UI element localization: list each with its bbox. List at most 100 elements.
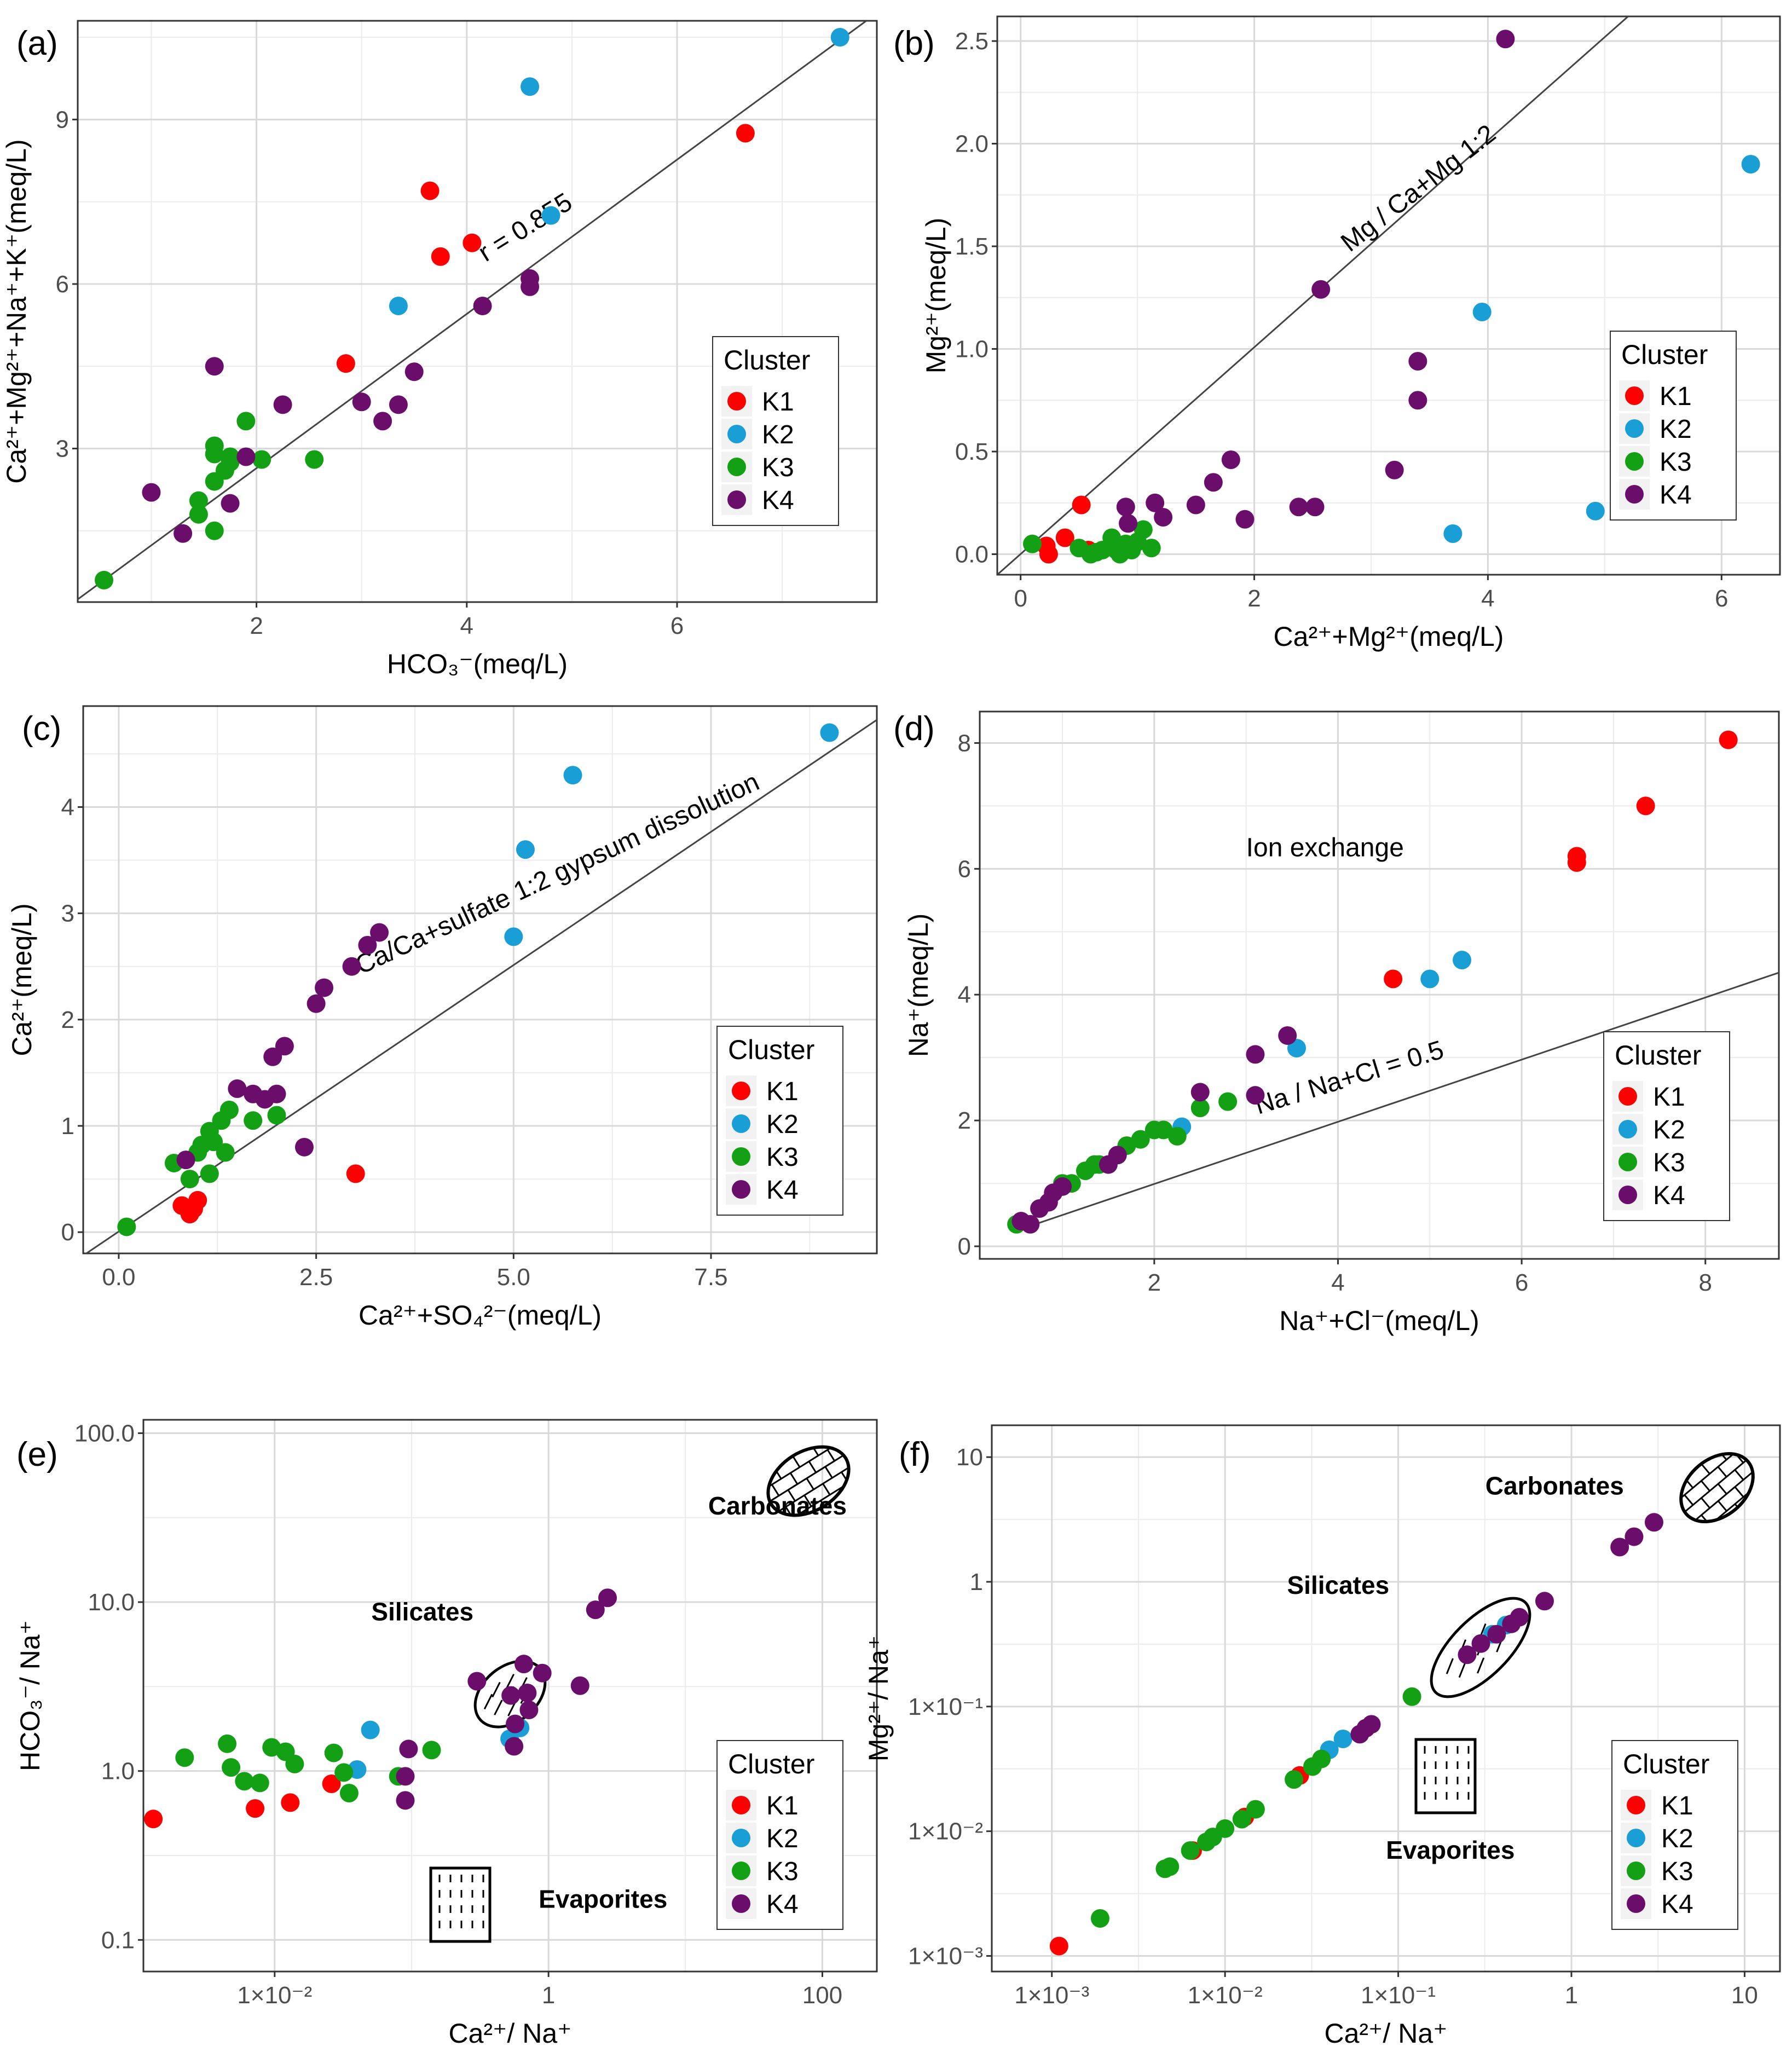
data-point bbox=[1496, 30, 1515, 49]
data-point bbox=[334, 1763, 354, 1782]
legend-key-K4 bbox=[727, 490, 746, 509]
y-tick-label: 4 bbox=[61, 794, 74, 820]
data-point bbox=[1111, 545, 1130, 564]
data-point bbox=[501, 1686, 521, 1705]
data-point bbox=[1362, 1715, 1381, 1734]
data-point bbox=[1072, 495, 1091, 514]
legend-title: Cluster bbox=[728, 1034, 814, 1065]
brick-line bbox=[1701, 1463, 1710, 1475]
y-tick-label: 6 bbox=[56, 271, 69, 298]
brick-line bbox=[1717, 1466, 1727, 1478]
data-point bbox=[189, 491, 208, 510]
brick-line bbox=[1717, 1500, 1727, 1512]
legend: Cluster K1 K2 K3 K4 bbox=[1610, 331, 1737, 521]
data-point bbox=[504, 927, 523, 946]
data-point bbox=[236, 412, 256, 431]
legend-title: Cluster bbox=[1615, 1040, 1701, 1071]
y-tick-label: 0 bbox=[61, 1219, 74, 1246]
y-tick-label: 2.0 bbox=[955, 131, 989, 158]
data-point bbox=[1385, 460, 1404, 479]
series-K2 bbox=[504, 723, 839, 946]
data-point bbox=[236, 447, 256, 466]
x-tick-label: 2 bbox=[1247, 585, 1261, 612]
legend-label-K1: K1 bbox=[766, 1077, 799, 1106]
x-axis-title: Na⁺+Cl⁻(meq/L) bbox=[1279, 1305, 1479, 1336]
x-tick-label: 6 bbox=[1715, 585, 1728, 612]
series-K4 bbox=[1350, 1513, 1663, 1744]
data-point bbox=[216, 1143, 235, 1162]
data-point bbox=[342, 957, 361, 976]
carbonates-outline bbox=[1679, 1452, 1755, 1524]
data-point bbox=[463, 233, 482, 252]
x-axis-title: HCO₃⁻(meq/L) bbox=[387, 649, 568, 679]
x-tick-label: 7.5 bbox=[694, 1264, 727, 1291]
x-tick-label: 5.0 bbox=[497, 1264, 530, 1291]
carbonates-symbol bbox=[755, 1432, 862, 1530]
data-point bbox=[1741, 155, 1760, 174]
data-point bbox=[273, 395, 292, 414]
legend: Cluster K1 K2 K3 K4 bbox=[712, 336, 839, 526]
data-point bbox=[1204, 473, 1223, 492]
data-point bbox=[252, 450, 271, 469]
y-tick-label: 1×10⁻³ bbox=[908, 1943, 983, 1970]
data-point bbox=[275, 1037, 294, 1056]
region-annotation: Ion exchange bbox=[1246, 833, 1404, 862]
legend-label-K4: K4 bbox=[766, 1176, 799, 1205]
data-point bbox=[1420, 969, 1440, 988]
data-point bbox=[218, 1734, 237, 1753]
carbonates-outline bbox=[766, 1445, 851, 1517]
silicate-dash bbox=[1446, 1658, 1454, 1674]
y-axis-title: Ca²⁺+Mg²⁺+Na⁺+K⁺(meq/L) bbox=[1, 139, 32, 483]
y-tick-label: 1.0 bbox=[101, 1758, 135, 1785]
legend-key-K1 bbox=[732, 1082, 750, 1100]
y-tick-label: 1 bbox=[61, 1113, 74, 1140]
y-tick-label: 10 bbox=[956, 1444, 983, 1471]
data-point bbox=[204, 1132, 223, 1152]
brick-line bbox=[776, 1465, 852, 1513]
legend-label-K3: K3 bbox=[1661, 1857, 1693, 1886]
legend-label-K1: K1 bbox=[1660, 382, 1692, 411]
data-point bbox=[305, 450, 324, 469]
data-point bbox=[95, 570, 114, 589]
brick-line bbox=[826, 1449, 835, 1461]
data-point bbox=[1221, 450, 1240, 469]
plot-border bbox=[991, 1424, 1781, 1973]
brick-line bbox=[803, 1495, 812, 1507]
brick-line bbox=[822, 1483, 831, 1495]
data-point bbox=[219, 1100, 239, 1119]
data-point bbox=[373, 412, 392, 431]
legend-key-K3 bbox=[1627, 1862, 1645, 1880]
legend-key-K3 bbox=[1625, 452, 1644, 471]
data-point bbox=[352, 392, 371, 412]
series-K1 bbox=[172, 1164, 365, 1224]
y-tick-label: 3 bbox=[56, 435, 69, 462]
data-point bbox=[1049, 1936, 1068, 1956]
data-point bbox=[144, 1810, 163, 1829]
data-point bbox=[205, 444, 224, 464]
data-point bbox=[250, 1773, 269, 1793]
x-tick-label: 4 bbox=[1331, 1269, 1344, 1296]
legend-key-K1 bbox=[727, 392, 746, 411]
x-axis-title: Ca²⁺/ Na⁺ bbox=[1324, 2018, 1447, 2049]
y-tick-label: 2.5 bbox=[955, 28, 989, 55]
y-axis-title: Ca²⁺(meq/L) bbox=[7, 903, 37, 1056]
brick-line bbox=[1692, 1469, 1756, 1523]
data-point bbox=[1246, 1045, 1265, 1064]
legend-title: Cluster bbox=[724, 345, 810, 375]
data-point bbox=[521, 77, 540, 96]
silicate-dash bbox=[505, 1674, 515, 1690]
data-point bbox=[389, 296, 408, 315]
brick-line bbox=[1717, 1483, 1727, 1495]
legend-label-K3: K3 bbox=[766, 1857, 799, 1886]
x-tick-label: 1×10⁻² bbox=[237, 1982, 312, 2009]
brick-line bbox=[1701, 1480, 1710, 1492]
data-point bbox=[1116, 498, 1135, 517]
y-tick-label: 1×10⁻¹ bbox=[908, 1693, 983, 1720]
data-point bbox=[294, 1137, 314, 1157]
brick-line bbox=[1701, 1497, 1710, 1509]
legend-key-K4 bbox=[1625, 485, 1644, 504]
data-point bbox=[431, 247, 450, 266]
data-point bbox=[1333, 1730, 1352, 1749]
lithology-label: Carbonates bbox=[708, 1492, 847, 1520]
